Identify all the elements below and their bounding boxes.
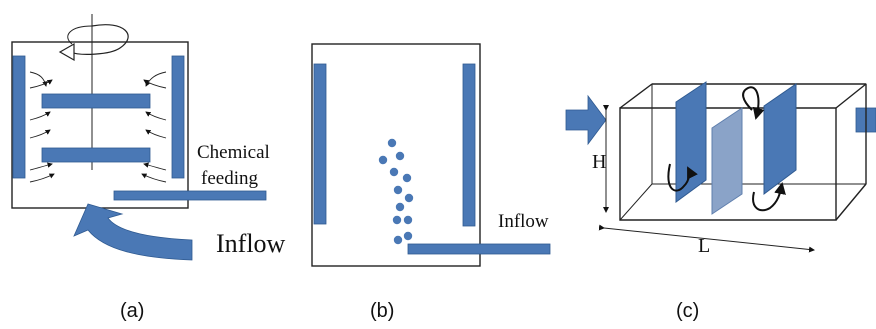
caption-b: (b) [370,300,394,322]
particle-dots [378,138,414,245]
flow-arrows-a [29,71,167,183]
particle-dot-icon [392,215,402,225]
inflow-arrow-icon [73,203,193,261]
inlet-arrow-icon [565,94,607,146]
flow-arrows-c [667,86,786,212]
particle-dot-icon [395,202,405,212]
baffle-left-b [313,63,327,225]
label-feeding: feeding [201,168,258,189]
label-l: L [698,235,710,257]
label-chemical: Chemical [197,142,270,163]
inflow-pipe-b [407,243,551,255]
particle-dot-icon [378,155,388,165]
channel-box [619,83,867,221]
tank-a-outline [11,41,189,209]
chemical-feeding-pipe [113,190,267,201]
particle-dot-icon [393,185,403,195]
particle-dot-icon [402,173,412,183]
caption-c: (c) [676,300,699,322]
particle-dot-icon [403,215,413,225]
particle-dot-icon [389,167,399,177]
particle-dot-icon [404,193,414,203]
particle-dot-icon [387,138,397,148]
panel-b: Inflow (b) [311,43,551,322]
caption-a: (a) [120,300,144,322]
label-inflow-a: Inflow [216,229,286,258]
particle-dot-icon [403,231,413,241]
particle-dot-icon [393,235,403,245]
baffle-plate-1 [675,81,707,203]
label-inflow-b: Inflow [498,211,549,232]
rotation-arrow-icon [58,24,129,62]
impeller-lower [41,147,151,163]
baffle-plate-2 [711,107,743,215]
baffle-right-a [171,55,185,179]
panel-c: H L (c) [565,81,876,322]
dimension-l-line [598,224,815,253]
label-h: H [592,151,606,173]
baffle-plate-3 [763,83,797,195]
panel-a: Chemical feeding Inflow (a) [11,14,286,322]
impeller-upper [41,93,151,109]
particle-dot-icon [395,151,405,161]
baffle-left-a [12,55,26,179]
tank-b-outline [311,43,481,267]
baffle-right-b [462,63,476,227]
